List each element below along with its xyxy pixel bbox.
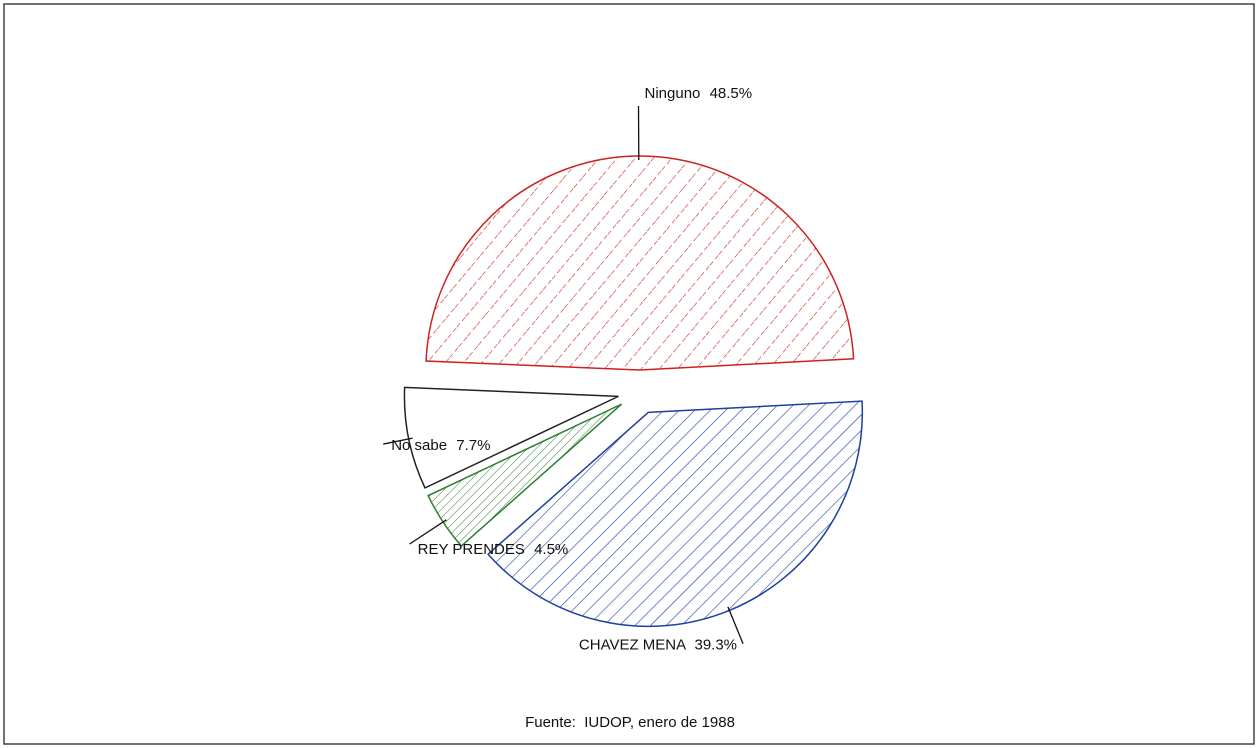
slice-label-ninguno-name: Ninguno [645, 85, 701, 102]
leader-line-rey-prendes [409, 519, 447, 545]
slice-label-no-sabe: No sabe 7.7% [391, 437, 490, 454]
source-note: Fuente: IUDOP, enero de 1988 [525, 714, 735, 731]
slice-label-chavez-mena-name: CHAVEZ MENA [579, 637, 686, 654]
pie-slice-ninguno [425, 155, 855, 371]
slice-label-no-sabe-name: No sabe [391, 437, 447, 454]
slice-label-ninguno: Ninguno 48.5% [645, 85, 753, 102]
slice-label-chavez-mena-value: 39.3% [694, 637, 737, 654]
figure-border [3, 3, 1255, 745]
slice-label-ninguno-value: 48.5% [710, 85, 753, 102]
leader-line-no-sabe [383, 437, 413, 445]
slice-label-rey-prendes: REY PRENDES 4.5% [418, 541, 569, 558]
slice-label-rey-prendes-value: 4.5% [534, 541, 568, 558]
slice-label-chavez-mena: CHAVEZ MENA 39.3% [579, 637, 737, 654]
slice-label-no-sabe-value: 7.7% [456, 437, 490, 454]
pie-slice-chavez-mena [487, 400, 864, 628]
slice-label-rey-prendes-name: REY PRENDES [418, 541, 525, 558]
leader-line-chavez-mena [727, 606, 744, 644]
